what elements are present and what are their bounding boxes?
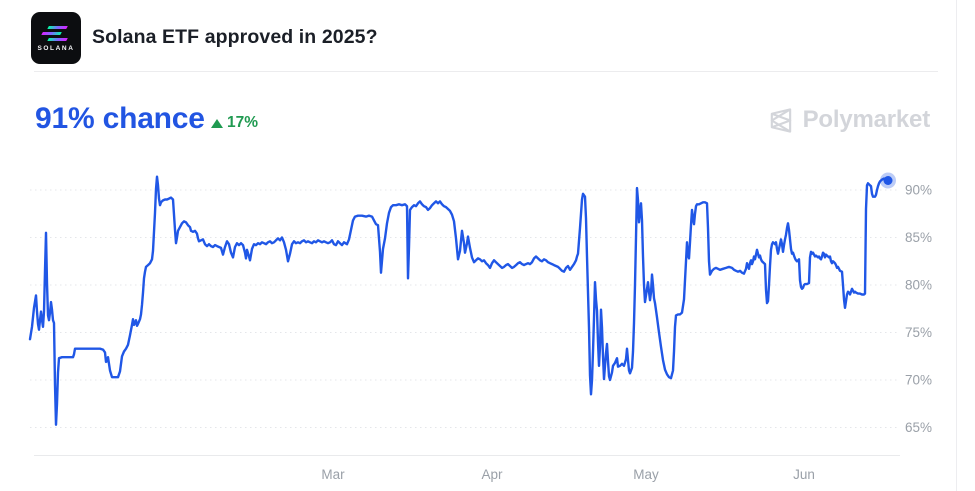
change-value: 17%	[227, 114, 259, 131]
polymarket-wordmark: Polymarket	[802, 106, 931, 133]
y-axis-label-65: 65%	[905, 420, 932, 435]
card-right-border	[956, 0, 957, 491]
probability-line	[28, 175, 890, 426]
x-axis-label-apr: Apr	[481, 467, 503, 482]
polymarket-logo-icon	[770, 107, 791, 133]
chance-value: 91% chance	[35, 102, 205, 135]
y-axis-label-70: 70%	[905, 373, 932, 388]
change-badge: 17%	[211, 114, 258, 132]
solana-logo-word: SOLANA	[37, 44, 75, 52]
x-axis-label-jun: Jun	[793, 467, 815, 482]
x-axis-label-may: May	[633, 467, 659, 482]
market-title: Solana ETF approved in 2025?	[92, 25, 378, 48]
x-axis-line	[34, 455, 900, 456]
y-axis-label-85: 85%	[905, 230, 932, 245]
y-axis-label-90: 90%	[905, 183, 932, 198]
triangle-up-icon	[211, 118, 223, 128]
solana-logo: SOLANA	[31, 12, 81, 64]
header-divider	[34, 71, 938, 72]
polymarket-watermark: Polymarket	[767, 106, 930, 134]
x-axis-label-mar: Mar	[321, 467, 345, 482]
y-axis-label-75: 75%	[905, 325, 932, 340]
y-axis-label-80: 80%	[905, 278, 932, 293]
current-point-dot	[883, 176, 893, 185]
